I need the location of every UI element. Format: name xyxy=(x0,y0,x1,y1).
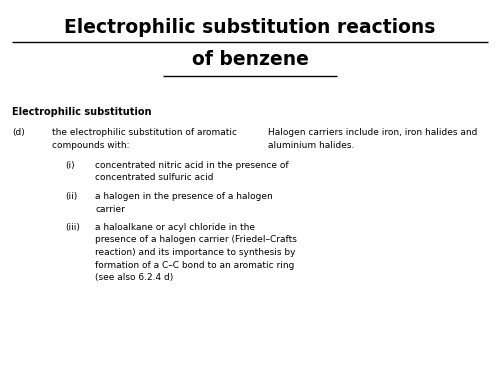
Text: compounds with:: compounds with: xyxy=(52,141,130,150)
Text: aluminium halides.: aluminium halides. xyxy=(268,141,354,150)
Text: a halogen in the presence of a halogen: a halogen in the presence of a halogen xyxy=(95,192,273,201)
Text: concentrated nitric acid in the presence of: concentrated nitric acid in the presence… xyxy=(95,161,288,170)
Text: (ii): (ii) xyxy=(65,192,77,201)
Text: a haloalkane or acyl chloride in the: a haloalkane or acyl chloride in the xyxy=(95,223,255,232)
Text: (i): (i) xyxy=(65,161,74,170)
Text: Electrophilic substitution reactions: Electrophilic substitution reactions xyxy=(64,18,436,37)
Text: (d): (d) xyxy=(12,128,25,137)
Text: presence of a halogen carrier (Friedel–Crafts: presence of a halogen carrier (Friedel–C… xyxy=(95,236,297,244)
Text: Electrophilic substitution: Electrophilic substitution xyxy=(12,107,151,117)
Text: carrier: carrier xyxy=(95,204,125,213)
Text: formation of a C–C bond to an aromatic ring: formation of a C–C bond to an aromatic r… xyxy=(95,261,294,270)
Text: of benzene: of benzene xyxy=(192,50,308,69)
Text: reaction) and its importance to synthesis by: reaction) and its importance to synthesi… xyxy=(95,248,296,257)
Text: (iii): (iii) xyxy=(65,223,80,232)
Text: Halogen carriers include iron, iron halides and: Halogen carriers include iron, iron hali… xyxy=(268,128,478,137)
Text: concentrated sulfuric acid: concentrated sulfuric acid xyxy=(95,174,214,183)
Text: (see also 6.2.4 d): (see also 6.2.4 d) xyxy=(95,273,174,282)
Text: the electrophilic substitution of aromatic: the electrophilic substitution of aromat… xyxy=(52,128,237,137)
